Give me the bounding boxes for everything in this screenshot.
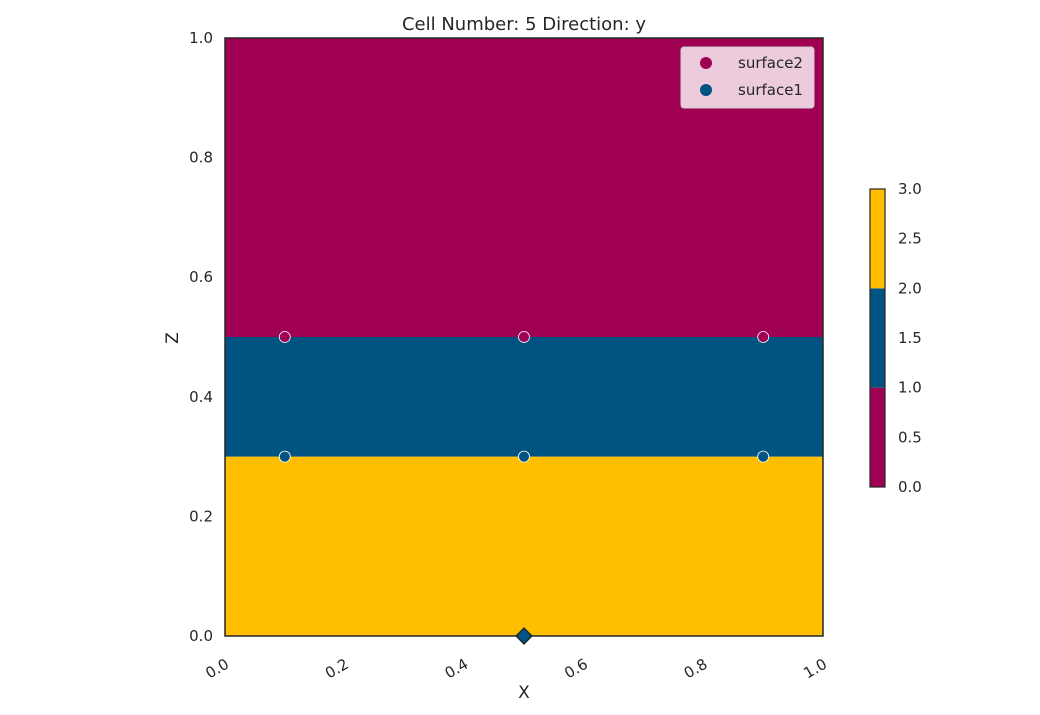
y-axis-ticks: 0.0 0.2 0.4 0.6 0.8 1.0: [189, 29, 213, 645]
legend-label: surface1: [738, 81, 803, 99]
region-1: [225, 337, 823, 457]
surface-point-surface2-0: [278, 331, 291, 343]
x-tick-label: 0.4: [442, 655, 472, 683]
chart-title: Cell Number: 5 Direction: y: [402, 14, 646, 35]
y-tick-label: 0.8: [189, 149, 213, 167]
colorbar-tick-label: 0.0: [898, 478, 922, 496]
y-tick-label: 0.6: [189, 268, 213, 286]
x-tick-label: 0.2: [322, 655, 352, 683]
surface-point-surface1-1: [518, 450, 530, 463]
legend-label: surface2: [738, 54, 803, 72]
colorbar-band-2: [870, 189, 885, 289]
y-tick-label: 1.0: [189, 29, 213, 47]
x-axis-label: X: [518, 683, 530, 703]
orientation-marker: [515, 627, 533, 645]
colorbar-tick-label: 2.5: [898, 230, 922, 248]
colorbar-frame: [869, 188, 886, 488]
legend-marker-surface2: [700, 57, 712, 69]
surface-points: [278, 331, 770, 463]
colorbar-tick-label: 1.5: [898, 329, 922, 347]
y-tick-label: 0.2: [189, 507, 213, 525]
surface-point-surface2-2: [757, 331, 770, 343]
y-tick-label: 0.0: [189, 627, 213, 645]
plot-area: [225, 38, 823, 636]
x-axis-ticks: 0.0 0.2 0.4 0.6 0.8 1.0: [202, 655, 830, 683]
colorbar-tick-label: 0.5: [898, 428, 922, 446]
y-tick-label: 0.4: [189, 388, 213, 406]
surface-point-surface1-0: [278, 450, 291, 463]
surface-point-surface2-1: [518, 331, 530, 343]
legend-box: [680, 46, 815, 109]
colorbar-tick-label: 1.0: [898, 379, 922, 397]
colorbar-band-0: [870, 387, 885, 487]
colorbar: 0.0 0.5 1.0 1.5 2.0 2.5 3.0: [869, 180, 922, 496]
x-tick-label: 0.0: [202, 655, 232, 683]
colorbar-band-1: [870, 288, 885, 388]
x-tick-label: 0.8: [681, 655, 711, 683]
legend-marker-surface1: [700, 84, 712, 96]
colorbar-tick-label: 3.0: [898, 180, 922, 198]
y-axis-label: Z: [163, 332, 183, 344]
orientation-marker-layer: [515, 627, 533, 645]
surface-point-surface1-2: [757, 450, 770, 463]
x-tick-label: 1.0: [800, 655, 830, 683]
colorbar-tick-label: 2.0: [898, 279, 922, 297]
region-0: [225, 456, 823, 636]
legend: surface2 surface1: [680, 46, 815, 109]
x-tick-label: 0.6: [561, 655, 591, 683]
